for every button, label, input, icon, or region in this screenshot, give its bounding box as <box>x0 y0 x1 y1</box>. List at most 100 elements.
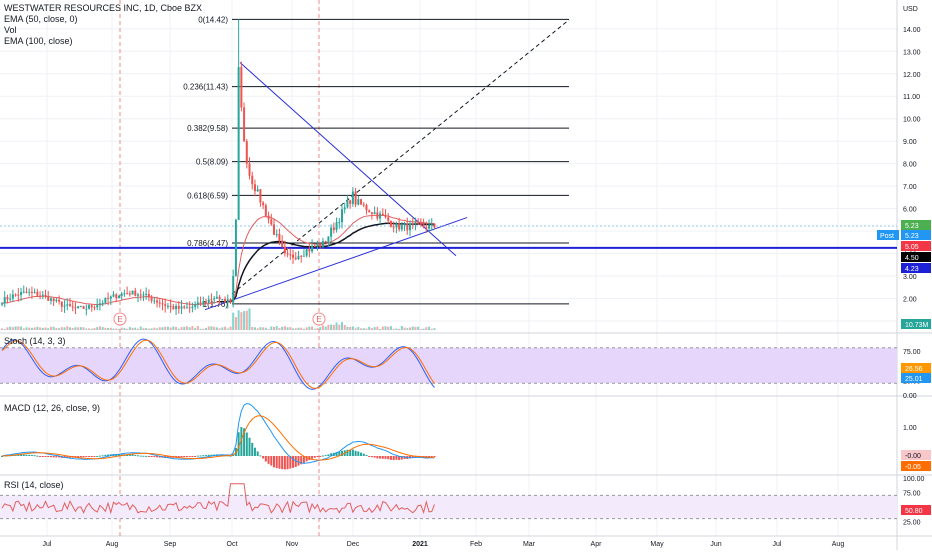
candle-body <box>115 294 118 299</box>
macd-histogram-bar <box>39 456 42 457</box>
volume-bar <box>300 327 303 330</box>
candle-body <box>370 212 373 214</box>
candle-body <box>147 293 150 298</box>
candle-body <box>346 200 349 208</box>
candle-body <box>139 294 142 296</box>
candle-body <box>55 299 58 302</box>
volume-bar <box>58 328 61 330</box>
macd-title[interactable]: MACD (12, 26, close, 9) <box>4 403 101 413</box>
symbol-title[interactable]: WESTWATER RESOURCES INC, 1D, Cboe BZX <box>4 3 203 13</box>
macd-signal-badge-bg <box>901 461 931 471</box>
stoch-title[interactable]: Stoch (14, 3, 3) <box>4 336 66 346</box>
macd-histogram-bar <box>267 456 270 464</box>
indicator-vol[interactable]: Vol <box>4 25 17 35</box>
volume-bar <box>349 326 352 330</box>
macd-histogram-bar <box>400 456 403 460</box>
macd-signal-line <box>1 415 435 461</box>
macd-histogram-bar <box>414 456 417 458</box>
candle-body <box>47 296 50 301</box>
volume-bar <box>172 326 175 330</box>
volume-bar <box>289 327 292 330</box>
macd-histogram-bar <box>411 456 414 458</box>
candle-body <box>101 302 104 304</box>
candle-body <box>79 306 82 308</box>
price-tick: 3.00 <box>903 274 917 281</box>
volume-bar <box>120 327 123 330</box>
macd-histogram-bar <box>191 456 194 457</box>
candle-body <box>191 306 194 308</box>
volume-bar <box>400 326 403 330</box>
post-label-bg <box>877 230 899 240</box>
macd-histogram-bar <box>370 456 373 458</box>
volume-bar <box>11 327 14 330</box>
candle-body <box>194 304 197 307</box>
macd-histogram-bar <box>196 455 199 457</box>
macd-histogram-bar <box>101 455 104 457</box>
volume-bar <box>137 328 139 330</box>
volume-bar <box>85 328 88 330</box>
candle-body <box>335 222 338 230</box>
volume-bar <box>63 327 66 330</box>
volume-bar <box>194 328 197 330</box>
volume-bar <box>128 327 131 330</box>
macd-histogram-bar <box>180 456 183 458</box>
candle-body <box>419 222 422 225</box>
price-tick: 2.00 <box>903 296 917 303</box>
candle-body <box>120 293 123 296</box>
volume-bar <box>368 326 371 330</box>
rsi-title[interactable]: RSI (14, close) <box>4 480 64 490</box>
volume-bar <box>177 328 180 330</box>
macd-histogram-bar <box>289 456 292 469</box>
candle-body <box>96 305 99 308</box>
volume-bar <box>316 328 319 330</box>
candle-body <box>256 189 259 192</box>
volume-bar <box>251 326 254 330</box>
candle-body <box>357 199 360 205</box>
top-price-badge-bg <box>901 220 931 230</box>
volume-bar <box>101 327 104 330</box>
candle-body <box>278 234 281 241</box>
ema-badge-bg <box>901 252 931 262</box>
volume-bar <box>196 326 199 330</box>
candle-body <box>313 245 316 247</box>
macd-histogram-bar <box>104 454 107 456</box>
macd-histogram-bar <box>256 451 259 456</box>
macd-histogram-bar <box>433 456 436 457</box>
macd-histogram-bar <box>36 455 39 457</box>
volume-bar <box>1 328 3 330</box>
rsi-badge-bg <box>901 505 931 515</box>
time-label: Jul <box>43 541 52 548</box>
price-badge: 5.05 <box>905 244 919 251</box>
candle-body <box>93 307 96 309</box>
time-label: Sep <box>164 541 177 548</box>
rsi-band <box>0 495 897 519</box>
volume-bar <box>422 328 425 330</box>
macd-histogram-bar <box>389 456 392 460</box>
macd-histogram-bar <box>139 455 142 457</box>
macd-histogram-bar <box>117 454 120 456</box>
macd-histogram-bar <box>28 454 31 456</box>
macd-histogram-bar <box>210 454 213 456</box>
macd-histogram-bar <box>354 450 357 456</box>
candle-body <box>422 224 425 228</box>
candle-body <box>17 294 20 296</box>
macd-histogram-bar <box>264 456 267 462</box>
indicator-ema50[interactable]: EMA (50, close, 0) <box>4 14 78 24</box>
macd-histogram-bar <box>428 456 431 457</box>
candle-body <box>41 294 44 296</box>
volume-bar <box>229 326 232 330</box>
candle-body <box>117 295 120 299</box>
volume-bar <box>395 328 398 330</box>
volume-bar <box>33 327 36 330</box>
rsi-badge: 50.80 <box>905 508 923 515</box>
candle-body <box>82 306 85 309</box>
volume-bar <box>240 312 243 330</box>
indicator-ema100[interactable]: EMA (100, close) <box>4 36 73 46</box>
volume-bar <box>273 327 275 330</box>
price-tick: 11.00 <box>903 94 920 101</box>
candle-body <box>411 223 414 225</box>
volume-bar <box>283 326 286 330</box>
time-label: 2021 <box>412 541 428 548</box>
